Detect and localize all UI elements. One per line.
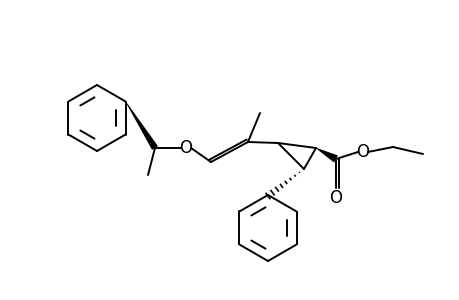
Text: O: O (179, 139, 192, 157)
Polygon shape (315, 148, 337, 163)
Text: O: O (356, 143, 369, 161)
Polygon shape (125, 101, 157, 150)
Text: O: O (329, 189, 342, 207)
